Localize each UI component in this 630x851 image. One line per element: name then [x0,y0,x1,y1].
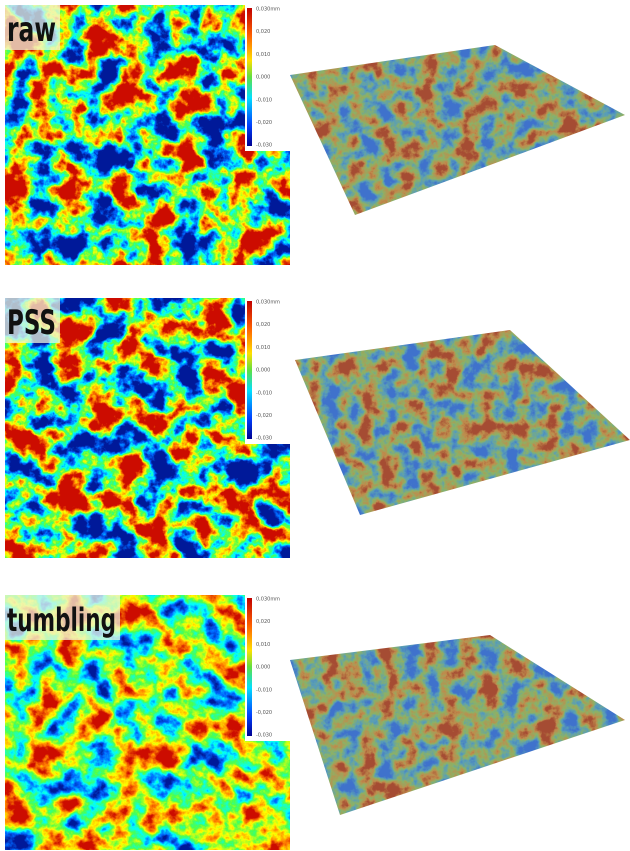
colorbar-tick-label: -0,030 [256,143,272,149]
colorbar-tick-label: 0,030mm [256,7,280,13]
colorbar-tick-label: 0,010 [256,345,270,351]
colorbar-tick-label: -0,010 [256,97,272,103]
colorbar-tick-label: 0,010 [256,642,270,648]
colorbar [247,301,252,439]
colorbar [247,598,252,736]
colorbar-tick-label: 0,020 [256,29,270,35]
surface-3d [295,330,630,515]
colorbar-tick-label: -0,010 [256,390,272,396]
colorbar-tick-label: -0,020 [256,710,272,716]
colorbar-tick-label: 0,020 [256,322,270,328]
colorbar-tick-label: -0,030 [256,436,272,442]
panel-label: tumbling [7,601,116,639]
surface-3d [290,45,625,215]
colorbar-tick-label: -0,010 [256,687,272,693]
surface-3d [290,635,625,815]
colorbar-tick-label: 0,000 [256,665,270,671]
figure: 0,030mm 0,020 0,010 0,000 -0,010 -0,020 -0,030… [0,0,630,851]
panel-label: PSS [7,303,56,343]
colorbar-tick-label: 0,010 [256,52,270,58]
colorbar-tick-label: 0,030mm [256,597,280,603]
colorbar-tick-label: -0,020 [256,413,272,419]
panel-label: raw [7,10,56,50]
panel: 0,030mm 0,020 0,010 0,000 -0,010 -0,020 -0,030… [5,5,625,265]
colorbar-tick-label: -0,030 [256,733,272,739]
colorbar-tick-label: 0,000 [256,368,270,374]
colorbar-tick-label: 0,030mm [256,300,280,306]
colorbar [247,8,252,146]
panel: 0,030mm 0,020 0,010 0,000 -0,010 -0,020 -0,030… [5,298,630,558]
colorbar-tick-label: 0,000 [256,75,270,81]
colorbar-tick-label: 0,020 [256,619,270,625]
colorbar-tick-label: -0,020 [256,120,272,126]
panel: 0,030mm 0,020 0,010 0,000 -0,010 -0,020 -0,030… [5,595,625,850]
